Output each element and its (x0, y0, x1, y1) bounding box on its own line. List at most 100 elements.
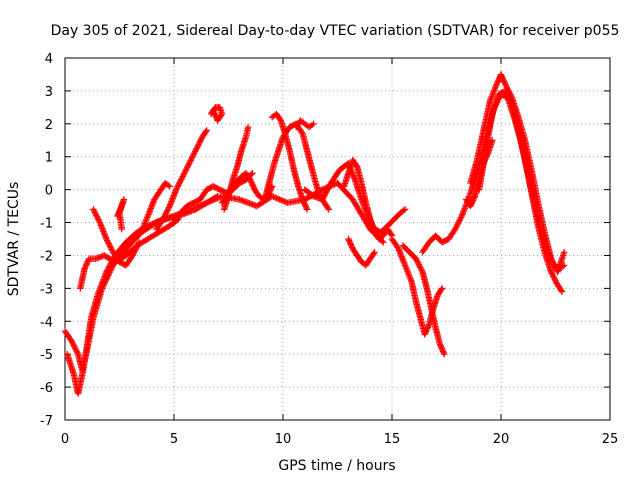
data-point (213, 115, 221, 123)
data-point (506, 96, 513, 103)
data-point (194, 142, 202, 149)
chart-title: Day 305 of 2021, Sidereal Day-to-day VTE… (51, 23, 620, 39)
series-arc-3 (77, 216, 182, 292)
data-point (103, 237, 111, 244)
data-point (324, 185, 332, 192)
data-point (181, 168, 189, 176)
data-point (424, 324, 432, 331)
data-point (202, 128, 210, 135)
data-point (493, 81, 500, 88)
data-point (499, 74, 506, 81)
x-axis-label: GPS time / hours (278, 458, 395, 474)
data-point (438, 285, 446, 292)
data-point (548, 270, 556, 277)
data-point (417, 265, 425, 273)
data-point (152, 219, 159, 226)
data-point (482, 154, 490, 161)
data-point (186, 158, 194, 166)
x-tick-label: 20 (493, 432, 510, 447)
series-arc-13 (268, 110, 311, 213)
data-point (418, 267, 425, 274)
data-point (83, 259, 91, 267)
series-arc-7 (138, 179, 173, 236)
data-point (455, 218, 463, 226)
data-point (247, 176, 254, 183)
data-point (191, 149, 198, 157)
data-point (162, 211, 169, 219)
data-point (303, 206, 311, 213)
data-point (106, 241, 113, 249)
data-point (321, 192, 328, 199)
data-point (494, 78, 502, 85)
y-tick-label: 3 (45, 85, 53, 100)
data-point (502, 81, 509, 88)
data-point (275, 195, 282, 203)
data-point (421, 331, 428, 338)
data-point (324, 204, 332, 212)
data-point (558, 288, 566, 295)
data-point (270, 193, 277, 201)
data-point (71, 345, 79, 352)
data-point (70, 342, 77, 349)
data-point (326, 182, 333, 189)
data-point (353, 162, 360, 169)
data-point (107, 244, 114, 251)
data-point (423, 327, 430, 334)
y-axis-label: SDTVAR / TECUs (6, 182, 22, 297)
data-point (105, 240, 112, 247)
data-point (71, 343, 78, 351)
data-point (438, 286, 445, 293)
series-arc-17 (345, 235, 378, 269)
data-point (469, 198, 476, 206)
data-point (203, 127, 210, 134)
x-tick-label: 25 (602, 432, 619, 447)
data-point (300, 197, 307, 205)
data-point (298, 129, 305, 136)
data-point (196, 139, 203, 147)
data-point (93, 213, 101, 220)
data-point (322, 189, 330, 196)
data-point (412, 255, 420, 262)
data-point (213, 193, 220, 201)
data-point (319, 194, 327, 202)
data-point (439, 346, 446, 354)
data-point (454, 221, 461, 228)
data-point (174, 183, 181, 190)
data-point (164, 205, 172, 213)
data-point (507, 99, 515, 106)
data-point (561, 262, 568, 269)
data-point (83, 261, 90, 268)
data-point (301, 201, 309, 209)
data-point (500, 78, 508, 85)
data-point (551, 276, 558, 283)
data-point (180, 171, 187, 179)
data-markers (61, 71, 568, 397)
data-point (302, 203, 309, 210)
data-point (177, 177, 184, 185)
data-point (82, 262, 90, 269)
data-point (250, 183, 257, 191)
y-tick-label: -2 (40, 249, 53, 264)
data-point (130, 250, 137, 258)
data-point (480, 160, 487, 167)
data-point (324, 186, 331, 194)
data-point (84, 258, 91, 265)
data-point (502, 87, 509, 95)
data-point (301, 200, 308, 207)
data-point (93, 212, 100, 219)
y-tick-label: 2 (45, 118, 53, 133)
data-point (400, 207, 407, 214)
data-point (279, 197, 286, 205)
data-point (82, 264, 89, 271)
data-point (172, 186, 180, 193)
data-point (210, 108, 218, 116)
data-point (194, 144, 201, 151)
data-point (162, 210, 170, 217)
data-point (308, 121, 316, 129)
data-point (103, 235, 110, 243)
data-point (193, 145, 200, 152)
data-point (457, 215, 464, 223)
data-point (214, 193, 221, 200)
data-point (456, 217, 463, 224)
data-point (212, 113, 219, 120)
